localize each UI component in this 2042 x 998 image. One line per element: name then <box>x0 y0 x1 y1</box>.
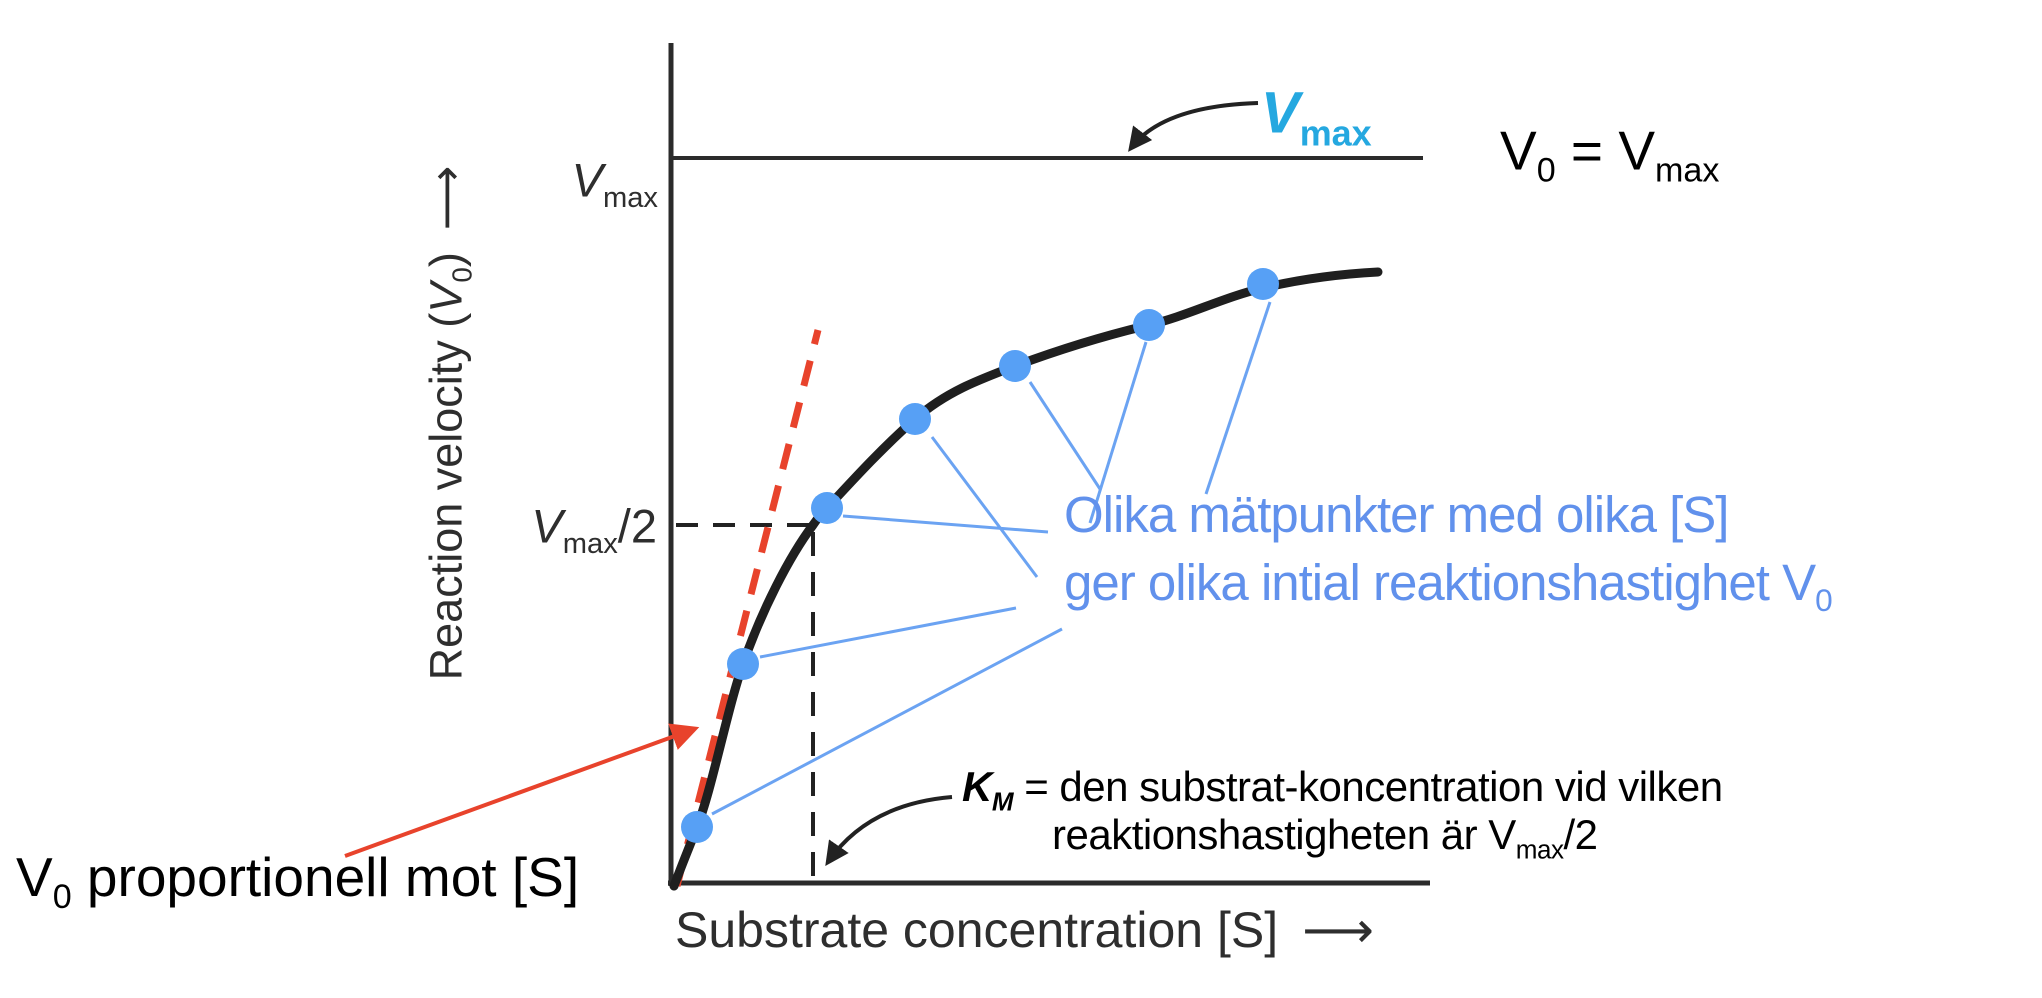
vmax-half-v: V <box>531 499 563 553</box>
km-note-line2-sub: max <box>1515 834 1564 865</box>
v0-prop-sub: 0 <box>52 878 72 916</box>
vmax-callout-v: V <box>1261 80 1300 146</box>
v0-proportional-note: V0 proportionell mot [S] <box>16 846 580 914</box>
callout-line <box>1204 301 1272 495</box>
data-point <box>681 811 713 843</box>
v0eq-v2: V <box>1618 119 1656 182</box>
km-note-line1-rest: = den substrat-koncentration vid vilken <box>1013 763 1723 810</box>
km-curved-arrow <box>825 795 953 866</box>
y-axis-label-close: ) <box>420 252 472 268</box>
data-point <box>899 403 931 435</box>
x-axis-label: Substrate concentration [S] ⟶ <box>675 903 1374 957</box>
callout-line <box>759 606 1017 659</box>
y-axis-arrow-icon: ⟶ <box>419 165 473 231</box>
vmax-half-suffix: /2 <box>617 499 657 553</box>
callout-line <box>711 627 1063 816</box>
km-note-line1: KM = den substrat-koncentration vid vilk… <box>962 763 1723 817</box>
vmax-callout-label: Vmax <box>1261 80 1372 151</box>
vmax-tick-sub: max <box>602 182 658 215</box>
vmax-tick-v: V <box>571 153 603 207</box>
callout-line <box>1028 381 1102 490</box>
vmax-curved-arrow <box>1128 101 1259 152</box>
km-symbol: KM <box>962 763 1014 817</box>
y-axis-label-sub: 0 <box>446 267 478 283</box>
vmax-callout-sub: max <box>1299 112 1372 154</box>
x-axis-label-text: Substrate concentration [S] <box>675 902 1279 958</box>
v0eq-sub2: max <box>1655 151 1720 190</box>
v0-equals-vmax-label: V0 = Vmax <box>1500 119 1719 188</box>
vmax-tick-label: Vmax <box>571 153 658 213</box>
saturation-curve <box>669 267 1383 891</box>
measurement-note-line2-text: ger olika intial reaktionshastighet V <box>1064 554 1816 611</box>
x-axis-arrow-icon: ⟶ <box>1302 901 1374 959</box>
km-note-line2: reaktionshastigheten är Vmax/2 <box>1052 811 1598 863</box>
red-annotation-arrow <box>344 723 700 858</box>
y-axis-label-v: V <box>420 282 472 313</box>
data-point <box>811 492 843 524</box>
measurement-note-line2: ger olika intial reaktionshastighet V0 <box>1064 549 1833 619</box>
callout-line <box>930 436 1039 578</box>
v0eq-equals: = <box>1555 119 1619 182</box>
callout-line <box>842 514 1049 534</box>
measurement-note-line1: Olika mätpunkter med olika [S] <box>1064 486 1729 543</box>
vmax-half-tick-label: Vmax/2 <box>531 499 657 559</box>
measurement-note: Olika mätpunkter med olika [S] ger olika… <box>1064 481 1833 619</box>
origin-tangent-dashed <box>673 329 822 887</box>
km-note-line2-post: /2 <box>1563 811 1598 858</box>
y-axis-label: Reaction velocity (V0) ⟶ <box>419 165 478 681</box>
data-point <box>727 648 759 680</box>
v0-prop-rest: proportionell mot [S] <box>71 846 580 908</box>
v0-prop-v: V <box>16 846 53 908</box>
data-point <box>1133 309 1165 341</box>
vmax-half-sub: max <box>562 528 618 561</box>
callout-line <box>1088 341 1148 524</box>
km-note-line2-text: reaktionshastigheten är V <box>1052 811 1516 858</box>
data-point <box>999 350 1031 382</box>
data-point <box>1247 268 1279 300</box>
v0eq-v1: V <box>1500 119 1537 182</box>
v0eq-sub1: 0 <box>1536 151 1556 190</box>
data-points-layer <box>681 268 1279 843</box>
measurement-note-line2-sub: 0 <box>1815 582 1833 619</box>
y-axis-label-text: Reaction velocity ( <box>420 312 472 681</box>
